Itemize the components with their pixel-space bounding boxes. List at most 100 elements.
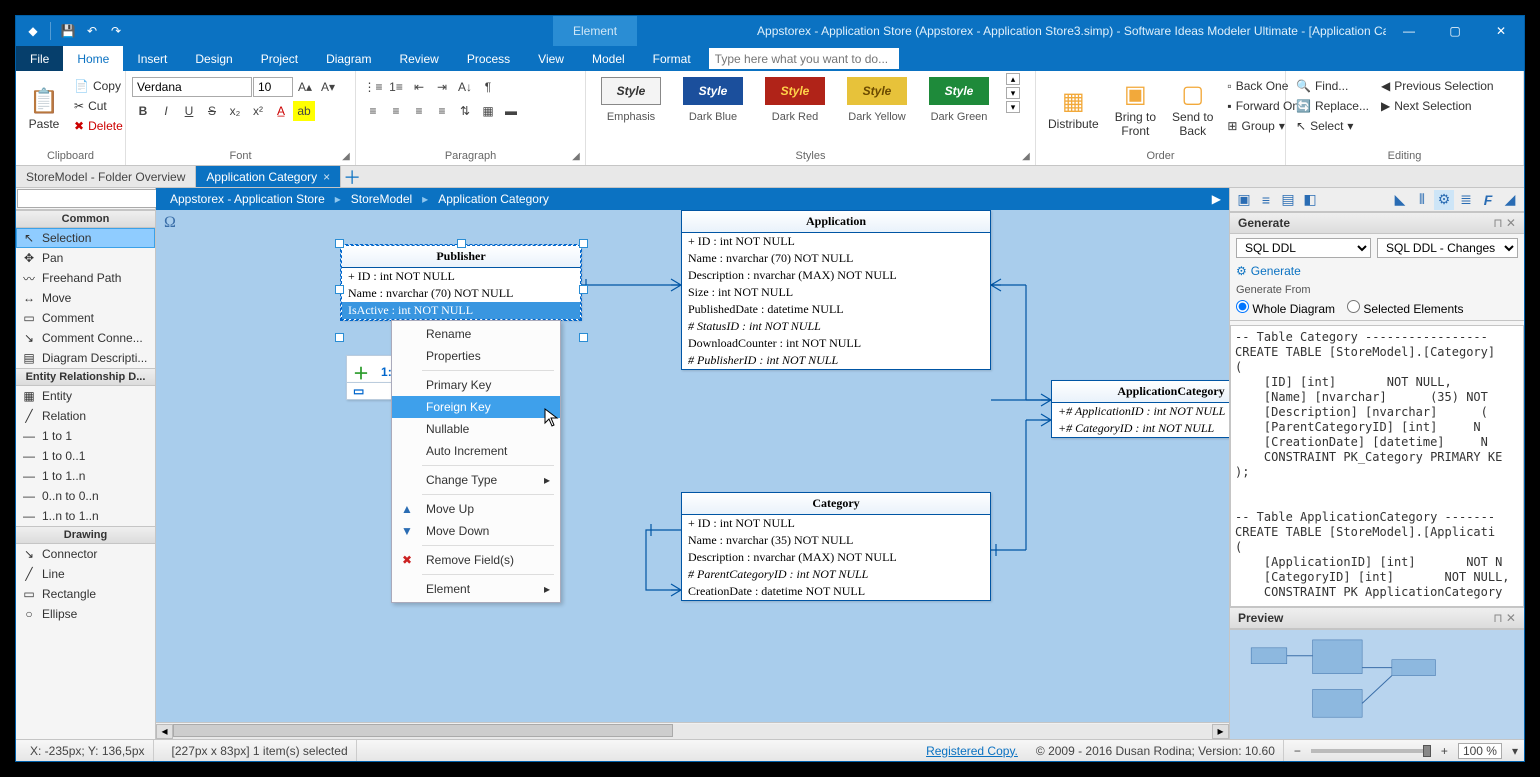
style-darkgreen-button[interactable]: Style (929, 77, 989, 105)
ctx-remove-field-s-[interactable]: ✖Remove Field(s) (392, 549, 560, 571)
send-to-back-button[interactable]: ▢Send to Back (1166, 73, 1219, 143)
shrink-font-icon[interactable]: A▾ (317, 77, 339, 97)
horizontal-scrollbar[interactable]: ◂ ▸ (156, 722, 1229, 739)
selection-handle[interactable] (335, 285, 344, 294)
scroll-left-icon[interactable]: ◂ (156, 724, 173, 739)
preview-pin-icon[interactable]: ⊓ ✕ (1493, 611, 1516, 625)
close-button[interactable]: ✕ (1478, 16, 1524, 46)
subscript-icon[interactable]: x₂ (224, 101, 246, 121)
tool-selection[interactable]: ↖Selection (16, 228, 155, 248)
minimize-button[interactable]: — (1386, 16, 1432, 46)
ctx-auto-increment[interactable]: Auto Increment (392, 440, 560, 462)
ctx-element[interactable]: Element▸ (392, 578, 560, 600)
preview-pane[interactable] (1230, 629, 1524, 739)
selection-handle[interactable] (457, 239, 466, 248)
rp-icon-7[interactable]: ⚙ (1434, 190, 1454, 210)
doc-tab-storemodel[interactable]: StoreModel - Folder Overview (16, 166, 196, 187)
line-spacing-icon[interactable]: ⇅ (454, 101, 476, 121)
save-icon[interactable]: 💾 (57, 20, 79, 42)
entity-field[interactable]: Description : nvarchar (MAX) NOT NULL (682, 549, 990, 566)
indent-icon[interactable]: ⇥ (431, 77, 453, 97)
diagram-canvas[interactable]: Publisher+ ID : int NOT NULLName : nvarc… (156, 210, 1229, 722)
menu-diagram[interactable]: Diagram (312, 46, 385, 71)
font-size-combo[interactable] (253, 77, 293, 97)
style-emphasis-button[interactable]: Style (601, 77, 661, 105)
rp-icon-4[interactable]: ◧ (1300, 190, 1320, 210)
rp-icon-3[interactable]: ▤ (1278, 190, 1298, 210)
entity-field[interactable]: + ID : int NOT NULL (682, 233, 990, 250)
menu-file[interactable]: File (16, 46, 63, 71)
styles-up-icon[interactable]: ▴ (1006, 73, 1020, 85)
entity-field[interactable]: DownloadCounter : int NOT NULL (682, 335, 990, 352)
sort-icon[interactable]: A↓ (454, 77, 476, 97)
shading-icon[interactable]: ▬ (500, 101, 522, 121)
generate-button[interactable]: ⚙ Generate (1236, 262, 1518, 280)
strike-icon[interactable]: S (201, 101, 223, 121)
radio-selected-elements[interactable]: Selected Elements (1347, 300, 1463, 316)
tool-1-to-0-1[interactable]: —1 to 0..1 (16, 446, 155, 466)
outdent-icon[interactable]: ⇤ (408, 77, 430, 97)
zoom-slider[interactable] (1311, 749, 1431, 753)
next-selection-button[interactable]: ▶ Next Selection (1377, 97, 1498, 115)
tool-freehand-path[interactable]: 〰Freehand Path (16, 268, 155, 288)
entity-field[interactable]: # ParentCategoryID : int NOT NULL (682, 566, 990, 583)
tell-me-search[interactable] (709, 48, 899, 69)
tool-rectangle[interactable]: ▭Rectangle (16, 584, 155, 604)
zoom-value[interactable]: 100 % (1458, 743, 1502, 759)
menu-format[interactable]: Format (639, 46, 705, 71)
prev-selection-button[interactable]: ◀ Previous Selection (1377, 77, 1498, 95)
menu-insert[interactable]: Insert (123, 46, 181, 71)
entity-field[interactable]: +# ApplicationID : int NOT NULL (1052, 403, 1229, 420)
replace-button[interactable]: 🔄 Replace... (1292, 97, 1373, 115)
zoom-in-icon[interactable]: + (1441, 744, 1448, 758)
entity-field[interactable]: + ID : int NOT NULL (682, 515, 990, 532)
app-icon[interactable]: ◆ (22, 20, 44, 42)
rp-icon-5[interactable]: ◣ (1390, 190, 1410, 210)
style-darkyellow-button[interactable]: Style (847, 77, 907, 105)
styles-launcher-icon[interactable]: ◢ (1019, 149, 1033, 163)
justify-icon[interactable]: ≡ (431, 101, 453, 121)
tool-pan[interactable]: ✥Pan (16, 248, 155, 268)
zoom-out-icon[interactable]: − (1294, 744, 1301, 758)
bullets-icon[interactable]: ⋮≡ (362, 77, 384, 97)
paragraph-launcher-icon[interactable]: ◢ (569, 149, 583, 163)
tool-1-to-1[interactable]: —1 to 1 (16, 426, 155, 446)
superscript-icon[interactable]: x² (247, 101, 269, 121)
ctx-move-down[interactable]: ▼Move Down (392, 520, 560, 542)
selection-handle[interactable] (579, 333, 588, 342)
menu-view[interactable]: View (524, 46, 578, 71)
rp-icon-10[interactable]: ◢ (1500, 190, 1520, 210)
menu-process[interactable]: Process (453, 46, 524, 71)
sql-output[interactable]: -- Table Category ----------------- CREA… (1230, 325, 1524, 607)
ctx-foreign-key[interactable]: Foreign Key (392, 396, 560, 418)
undo-icon[interactable]: ↶ (81, 20, 103, 42)
entity-field[interactable]: Size : int NOT NULL (682, 284, 990, 301)
styles-down-icon[interactable]: ▾ (1006, 87, 1020, 99)
grow-font-icon[interactable]: A▴ (294, 77, 316, 97)
highlight-icon[interactable]: ab (293, 101, 315, 121)
tool-1-to-1-n[interactable]: —1 to 1..n (16, 466, 155, 486)
borders-icon[interactable]: ▦ (477, 101, 499, 121)
breadcrumb-root[interactable]: Appstorex - Application Store (164, 192, 331, 206)
entity-field[interactable]: CreationDate : datetime NOT NULL (682, 583, 990, 600)
entity-field[interactable]: Name : nvarchar (35) NOT NULL (682, 532, 990, 549)
tool-comment[interactable]: ▭Comment (16, 308, 155, 328)
rp-icon-9[interactable]: F (1478, 190, 1498, 210)
tool-move[interactable]: ↔Move (16, 288, 155, 308)
tab-close-icon[interactable]: × (323, 170, 330, 184)
add-tab-icon[interactable]: ＋ (341, 166, 363, 187)
ctx-move-up[interactable]: ▲Move Up (392, 498, 560, 520)
style-darkblue-button[interactable]: Style (683, 77, 743, 105)
tool-line[interactable]: ╱Line (16, 564, 155, 584)
menu-design[interactable]: Design (181, 46, 246, 71)
paste-button[interactable]: 📋Paste (22, 73, 66, 143)
copy-button[interactable]: 📄 Copy (70, 77, 127, 95)
align-left-icon[interactable]: ≡ (362, 101, 384, 121)
tool-relation[interactable]: ╱Relation (16, 406, 155, 426)
scroll-right-icon[interactable]: ▸ (1212, 724, 1229, 739)
tool-connector[interactable]: ↘Connector (16, 544, 155, 564)
font-family-combo[interactable] (132, 77, 252, 97)
entity-category[interactable]: Category+ ID : int NOT NULLName : nvarch… (681, 492, 991, 601)
radio-whole-diagram[interactable]: Whole Diagram (1236, 300, 1335, 316)
entity-field[interactable]: # PublisherID : int NOT NULL (682, 352, 990, 369)
